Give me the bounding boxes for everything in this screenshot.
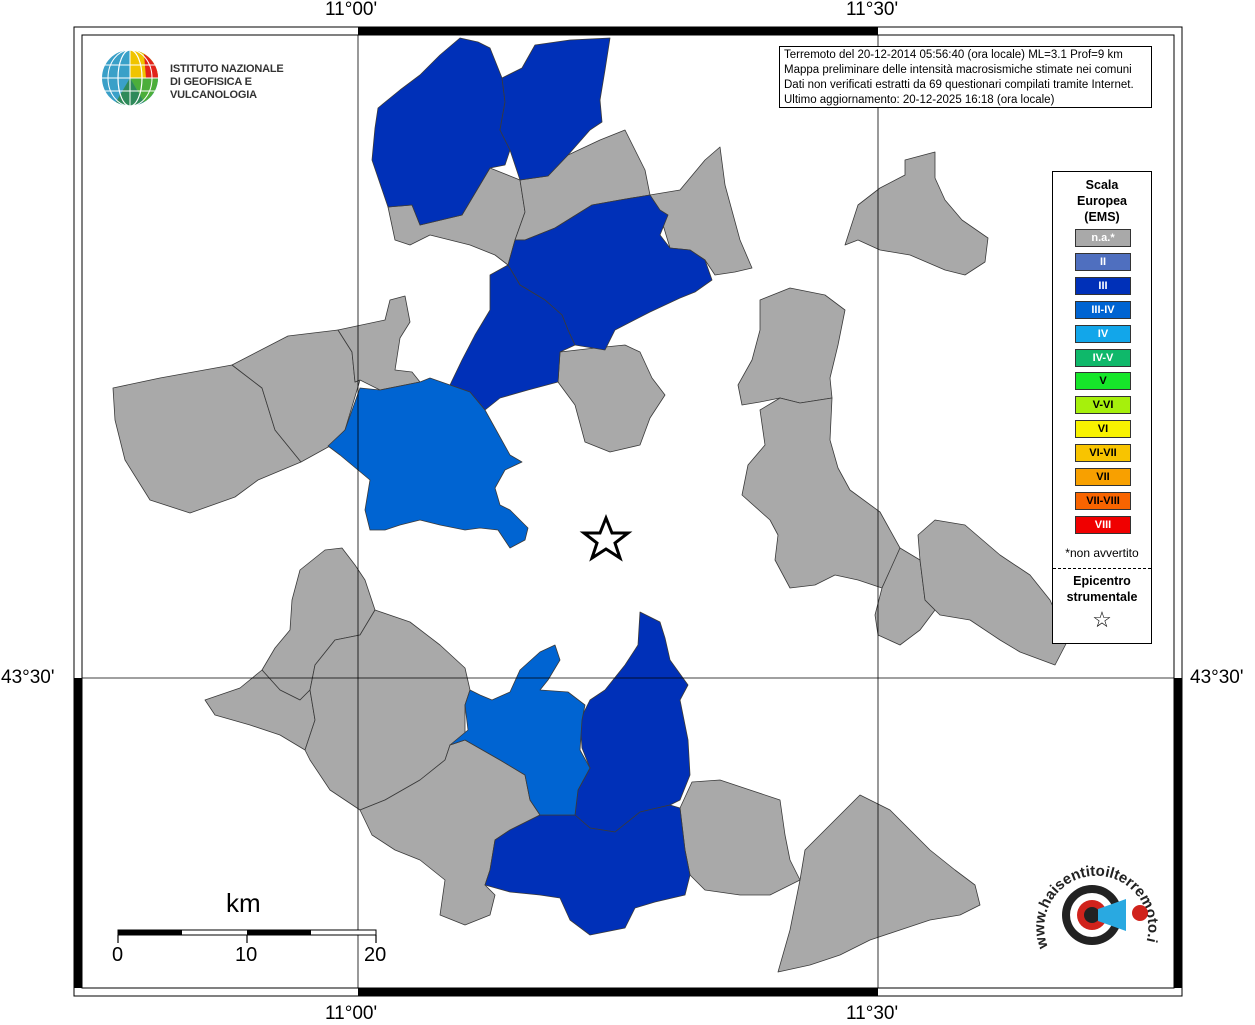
scale-tick-0: 0 — [112, 944, 124, 966]
scale-bar — [117, 929, 377, 943]
ingv-logo: ISTITUTO NAZIONALE DI GEOFISICA E VULCAN… — [100, 47, 320, 111]
municipality-na — [777, 794, 981, 973]
municipality-na — [874, 547, 936, 646]
frame-segment-right — [1174, 678, 1182, 988]
municipality-na — [679, 779, 801, 896]
legend-title-line3: (EMS) — [1084, 210, 1120, 224]
legend-swatch: V — [1075, 372, 1131, 391]
municipality-iii — [449, 264, 576, 411]
event-info-line: Terremoto del 20-12-2014 05:56:40 (ora l… — [784, 49, 1123, 61]
frame-segment-bottom — [358, 988, 878, 996]
municipality-iii-iv — [449, 644, 591, 816]
municipality-na — [737, 287, 846, 406]
legend-swatch: VII-VIII — [1075, 491, 1131, 510]
grid-label-left-43-30: 43°30' — [1, 667, 55, 688]
municipality-iii — [484, 804, 691, 936]
municipality-iii — [574, 611, 691, 833]
municipality-iii-iv — [327, 377, 529, 549]
ingv-logo-line1: ISTITUTO NAZIONALE — [170, 63, 284, 75]
municipality-iii — [499, 37, 611, 181]
scale-tick-10: 10 — [235, 944, 258, 966]
legend-title: Scala Europea (EMS) — [1053, 177, 1151, 225]
frame-segment-top — [358, 27, 878, 35]
scale-bar-title: km — [226, 888, 261, 918]
legend-divider — [1053, 568, 1151, 569]
legend-swatch: III — [1075, 276, 1131, 295]
grid-label-bottom-11-00: 11°00' — [325, 1003, 378, 1024]
grid-label-top-11-00: 11°00' — [325, 0, 378, 20]
legend-note: *non avvertito — [1065, 546, 1139, 560]
legend-swatch: n.a.* — [1075, 229, 1131, 247]
legend-swatch: IV — [1075, 324, 1131, 343]
event-info-line: Mappa preliminare delle intensità macros… — [784, 64, 1132, 76]
grid-label-top-11-30: 11°30' — [846, 0, 899, 20]
ems-legend: Scala Europea (EMS) n.a.* II III III-IV IV IV… — [1052, 171, 1152, 644]
legend-swatch: VIII — [1075, 515, 1131, 534]
municipality-na — [741, 397, 901, 589]
legend-title-line2: Europea — [1076, 194, 1127, 208]
legend-swatch: IV-V — [1075, 348, 1131, 367]
hai-sentito-logo: www.haisentitoilterremoto.it — [1026, 852, 1162, 975]
event-info-line: Ultimo aggiornamento: 20-12-2025 16:18 (… — [784, 94, 1055, 106]
hsl-target-megaphone-icon: www.haisentitoilterremoto.it — [1026, 852, 1162, 952]
municipality-na — [917, 519, 1069, 666]
grid-label-bottom-11-30: 11°30' — [846, 1003, 899, 1024]
municipality-na — [844, 151, 989, 276]
legend-title-line1: Scala — [1085, 178, 1119, 192]
ingv-globe-icon — [102, 49, 158, 107]
legend-epicenter-line1: Epicentro — [1073, 574, 1131, 588]
legend-swatch: VI — [1075, 420, 1131, 439]
grid-label-right-43-30: 43°30' — [1190, 667, 1244, 688]
legend-swatch: V-VI — [1075, 396, 1131, 415]
frame-segment-left — [74, 678, 82, 988]
municipality-na — [337, 295, 421, 391]
ingv-logo-line2: DI GEOFISICA E VULCANOLOGIA — [170, 76, 257, 101]
event-info-line: Dati non verificati estratti da 69 quest… — [784, 79, 1134, 91]
scale-tick-20: 20 — [364, 944, 387, 966]
legend-swatch: VII — [1075, 468, 1131, 486]
municipality-na — [557, 344, 666, 453]
legend-epicenter-star-icon: ☆ — [1092, 607, 1112, 632]
legend-epicenter-line2: strumentale — [1066, 590, 1138, 604]
legend-swatch: VI-VII — [1075, 444, 1131, 463]
legend-epicenter-label: Epicentro strumentale — [1053, 573, 1151, 605]
legend-swatch: II — [1075, 252, 1131, 271]
epicenter-star-icon — [579, 513, 633, 562]
municipality-na — [231, 329, 361, 463]
legend-swatch: III-IV — [1075, 300, 1131, 319]
event-info-box: Terremoto del 20-12-2014 05:56:40 (ora l… — [779, 46, 1152, 108]
